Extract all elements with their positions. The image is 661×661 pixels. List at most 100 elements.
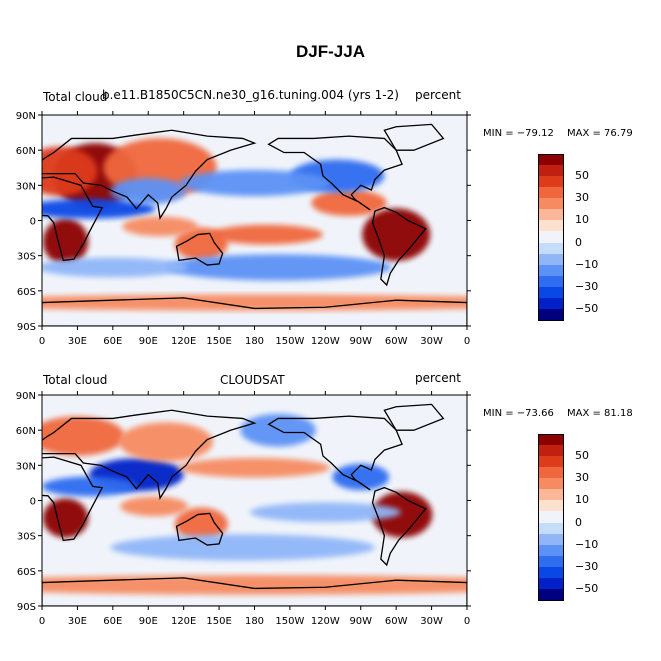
colorbar-swatch <box>538 242 564 254</box>
map-panel-model: 90N 60N 30N 0 30S 60S 90S 0 30E 60E 90E 120E 150E 180… <box>0 85 661 375</box>
colorbar-swatch <box>538 275 564 287</box>
colorbar-label: −50 <box>575 301 599 315</box>
field-anomaly-region <box>371 491 433 538</box>
coastline <box>42 129 257 220</box>
colorbar-label: 10 <box>575 493 589 507</box>
colorbar-swatch <box>538 489 564 501</box>
lon-tick-label: 120E <box>171 616 196 627</box>
colorbar-swatch <box>538 445 564 457</box>
lon-tick-label: 30W <box>420 616 443 627</box>
panel-source-label: CLOUDSAT <box>220 373 285 387</box>
field-anomaly-region <box>42 218 89 265</box>
coastline <box>42 409 257 500</box>
lat-tick-label: 30N <box>16 461 36 472</box>
lon-tick-label: 180 <box>245 616 264 627</box>
field-anomaly-region <box>42 476 137 497</box>
field-anomaly-region <box>42 416 125 456</box>
colorbar-swatch <box>538 198 564 210</box>
field-anomaly-region <box>362 208 431 261</box>
lon-tick-label: 60E <box>103 336 122 347</box>
field-anomaly-region <box>209 224 323 245</box>
lon-tick-label: 30E <box>68 336 87 347</box>
colorbar-label: 30 <box>575 191 589 205</box>
lat-tick-label: 90S <box>17 322 36 333</box>
coastline <box>42 456 104 542</box>
coastline <box>42 297 467 326</box>
colorbar-swatch <box>538 566 564 578</box>
lat-tick-label: 60N <box>16 426 36 437</box>
colorbar-swatch <box>538 154 564 167</box>
lon-tick-label: 90W <box>349 616 372 627</box>
lat-tick-label: 90N <box>16 111 36 122</box>
coastline <box>371 486 427 567</box>
colorbar-swatch <box>538 434 564 447</box>
coastline <box>267 415 403 491</box>
field-anomaly-region <box>240 413 316 447</box>
colorbar-label: −30 <box>575 279 599 293</box>
colorbar-swatch <box>538 165 564 177</box>
lon-tick-label: 180 <box>245 336 264 347</box>
colorbar-swatch <box>538 478 564 490</box>
colorbar-label: −50 <box>575 581 599 595</box>
coastline <box>383 403 445 431</box>
lon-tick-label: 150E <box>206 616 231 627</box>
map-panel-cloudsat: 90N 60N 30N 0 30S 60S 90S 0 30E 60E 90E 120E 150E 180… <box>0 365 661 655</box>
colorbar <box>538 434 564 601</box>
colorbar-swatch <box>538 511 564 523</box>
colorbar-label: 0 <box>575 515 582 529</box>
field-anomaly-region <box>332 463 390 491</box>
colorbar-swatch <box>538 467 564 479</box>
lon-tick-label: 90E <box>139 616 158 627</box>
field-layer <box>42 115 467 326</box>
lat-tick-label: 60S <box>17 567 36 578</box>
lat-tick-label: 30S <box>17 252 36 263</box>
field-anomaly-region <box>120 496 189 517</box>
field-anomaly-region <box>110 534 375 561</box>
colorbar-swatch <box>538 456 564 468</box>
coastline <box>267 135 403 211</box>
min-value-label: MIN = −79.12 <box>483 128 554 139</box>
colorbar-label: −30 <box>575 559 599 573</box>
field-anomaly-region <box>42 498 89 538</box>
lon-tick-label: 150E <box>206 336 231 347</box>
colorbar-swatch <box>538 187 564 199</box>
page-title: DJF-JJA <box>296 42 365 61</box>
coastline <box>175 232 224 266</box>
field-layer <box>42 395 467 606</box>
panel-variable-label: Total cloud <box>43 90 108 104</box>
lon-tick-label: 30W <box>420 336 443 347</box>
lon-tick-label: 0 <box>464 336 470 347</box>
colorbar <box>538 154 564 321</box>
coastline <box>371 206 427 287</box>
colorbar-swatch <box>538 555 564 567</box>
colorbar-swatch <box>538 544 564 556</box>
colorbar-label: 50 <box>575 449 589 463</box>
colorbar-swatch <box>538 533 564 545</box>
colorbar-label: 0 <box>575 235 582 249</box>
lon-tick-label: 150W <box>275 616 304 627</box>
max-value-label: MAX = 81.18 <box>567 408 633 419</box>
field-anomaly-region <box>42 575 467 595</box>
colorbar-swatch <box>538 588 564 601</box>
max-value-label: MAX = 76.79 <box>567 128 633 139</box>
colorbar-swatch <box>538 500 564 512</box>
colorbar-swatch <box>538 297 564 309</box>
lat-tick-label: 0 <box>30 217 36 228</box>
lon-tick-label: 60E <box>103 616 122 627</box>
lon-tick-label: 60W <box>385 336 408 347</box>
min-value-label: MIN = −73.66 <box>483 408 554 419</box>
lat-tick-label: 60S <box>17 287 36 298</box>
colorbar-label: 50 <box>575 169 589 183</box>
colorbar-swatch <box>538 253 564 265</box>
colorbar-label: −10 <box>575 257 599 271</box>
lon-tick-label: 0 <box>39 616 45 627</box>
lon-tick-label: 120W <box>311 616 340 627</box>
field-anomaly-region <box>164 254 392 281</box>
colorbar-swatch <box>538 286 564 298</box>
lon-tick-label: 90E <box>139 336 158 347</box>
colorbar-swatch <box>538 522 564 534</box>
panel-units-label: percent <box>415 88 461 102</box>
lat-tick-label: 60N <box>16 146 36 157</box>
lon-tick-label: 150W <box>275 336 304 347</box>
